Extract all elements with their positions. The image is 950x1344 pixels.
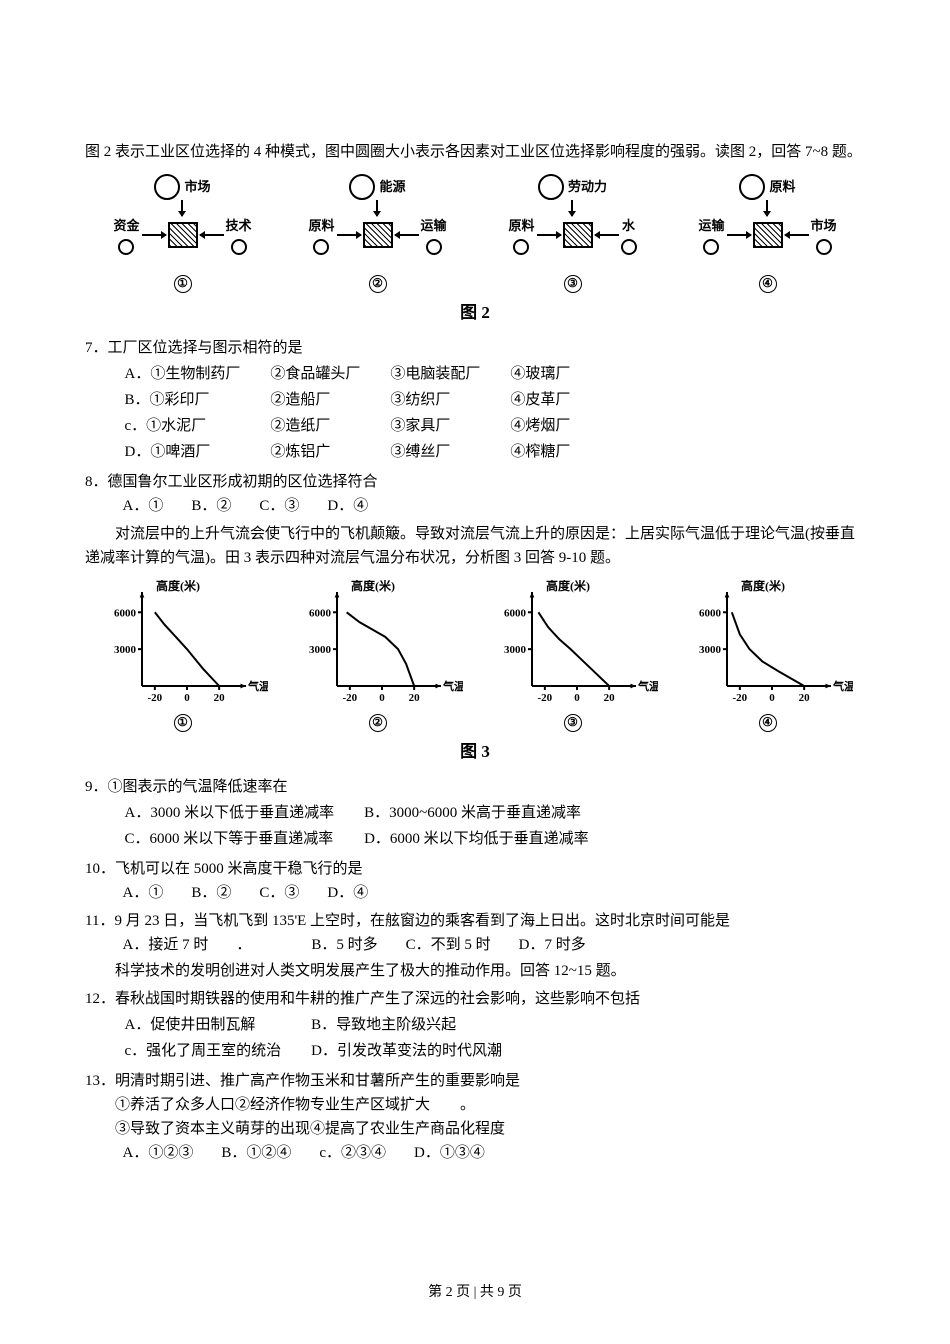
chart-3: 30006000-20020高度(米)气温(℃) ③ <box>488 580 658 732</box>
figure-2-caption: 图 2 <box>85 299 865 326</box>
svg-text:-20: -20 <box>342 692 357 704</box>
svg-text:0: 0 <box>574 692 580 704</box>
diagram-number: ④ <box>759 275 777 293</box>
svg-text:3000: 3000 <box>114 644 137 656</box>
question-stem: 8．德国鲁尔工业区形成初期的区位选择符合 <box>85 470 865 494</box>
svg-text:6000: 6000 <box>309 607 332 619</box>
svg-text:0: 0 <box>769 692 775 704</box>
svg-text:6000: 6000 <box>504 607 527 619</box>
question-stem: 9．①图表示的气温降低速率在 <box>85 775 865 799</box>
svg-text:气温(℃): 气温(℃) <box>832 679 853 693</box>
svg-text:气温(℃): 气温(℃) <box>637 679 658 693</box>
question-7: 7．工厂区位选择与图示相符的是 A．①生物制药厂②食品罐头厂③电脑装配厂④玻璃厂… <box>85 336 865 466</box>
svg-text:高度(米): 高度(米) <box>351 580 395 593</box>
intro-fig3: 对流层中的上升气流会使飞行中的飞机颠簸。导致对流层气流上升的原因是：上居实际气温… <box>85 522 865 570</box>
svg-text:20: 20 <box>798 692 810 704</box>
figure-3: 30006000-20020高度(米)气温(℃) ① 30006000-2002… <box>85 580 865 732</box>
svg-text:0: 0 <box>379 692 385 704</box>
question-9: 9．①图表示的气温降低速率在 A．3000 米以下低于垂直递减率B．3000~6… <box>85 775 865 853</box>
question-13: 13．明清时期引进、推广高产作物玉米和甘薯所产生的重要影响是 ①养活了众多人口②… <box>85 1069 865 1165</box>
svg-text:3000: 3000 <box>309 644 332 656</box>
svg-text:0: 0 <box>184 692 190 704</box>
question-stem: 12．春秋战国时期铁器的使用和牛耕的推广产生了深远的社会影响，这些影响不包括 <box>85 987 865 1011</box>
page-footer: 第 2 页 | 共 9 页 <box>0 1282 950 1304</box>
diagram-2: 能源 原料 运输 ② <box>298 174 458 293</box>
options-inline: A．接近 7 时．B．5 时多C．不到 5 时D．7 时多 <box>123 933 866 957</box>
question-10: 10．飞机可以在 5000 米高度干稳飞行的是 A．①B．②C．③D．④ <box>85 857 865 905</box>
question-stem: 11．9 月 23 日，当飞机飞到 135'E 上空时，在舷窗边的乘客看到了海上… <box>85 909 865 933</box>
svg-text:高度(米): 高度(米) <box>546 580 590 593</box>
svg-text:3000: 3000 <box>699 644 722 656</box>
stem-line: ①养活了众多人口②经济作物专业生产区域扩大 。 <box>115 1093 865 1117</box>
chart-1: 30006000-20020高度(米)气温(℃) ① <box>98 580 268 732</box>
svg-text:高度(米): 高度(米) <box>741 580 785 593</box>
intro-q12: 科学技术的发明创进对人类文明发展产生了极大的推动作用。回答 12~15 题。 <box>85 959 865 983</box>
chart-4: 30006000-20020高度(米)气温(℃) ④ <box>683 580 853 732</box>
diagram-number: ① <box>174 275 192 293</box>
question-8: 8．德国鲁尔工业区形成初期的区位选择符合 A．①B．②C．③D．④ <box>85 470 865 518</box>
question-stem: 13．明清时期引进、推广高产作物玉米和甘薯所产生的重要影响是 <box>85 1069 865 1093</box>
svg-text:6000: 6000 <box>699 607 722 619</box>
question-12: 12．春秋战国时期铁器的使用和牛耕的推广产生了深远的社会影响，这些影响不包括 A… <box>85 987 865 1065</box>
factory-box-icon <box>753 222 783 248</box>
svg-text:20: 20 <box>213 692 225 704</box>
intro-fig2: 图 2 表示工业区位选择的 4 种模式，图中圆圈大小表示各因素对工业区位选择影响… <box>85 140 865 164</box>
factory-box-icon <box>363 222 393 248</box>
svg-text:-20: -20 <box>537 692 552 704</box>
diagram-1: 市场 资金 技术 ① <box>103 174 263 293</box>
options-inline: A．①②③B．①②④c．②③④D．①③④ <box>123 1141 866 1165</box>
stem-line: ③导致了资本主义萌芽的出现④提高了农业生产商品化程度 <box>115 1117 865 1141</box>
svg-text:20: 20 <box>603 692 615 704</box>
diagram-number: ② <box>369 275 387 293</box>
svg-text:-20: -20 <box>732 692 747 704</box>
diagram-3: 劳动力 原料 水 ③ <box>493 174 653 293</box>
options-inline: A．①B．②C．③D．④ <box>123 494 866 518</box>
svg-text:气温(℃): 气温(℃) <box>247 679 268 693</box>
svg-text:高度(米): 高度(米) <box>156 580 200 593</box>
svg-text:20: 20 <box>408 692 420 704</box>
svg-text:-20: -20 <box>147 692 162 704</box>
options-inline: A．①B．②C．③D．④ <box>123 881 866 905</box>
options-table: A．①生物制药厂②食品罐头厂③电脑装配厂④玻璃厂 B．①彩印厂②造船厂③纺织厂④… <box>123 360 601 466</box>
diagram-4: 原料 运输 市场 ④ <box>688 174 848 293</box>
factory-box-icon <box>563 222 593 248</box>
options-table: A．促使井田制瓦解B．导致地主阶级兴起 c．强化了周王室的统治D．引发改革变法的… <box>123 1011 533 1065</box>
svg-text:气温(℃): 气温(℃) <box>442 679 463 693</box>
question-11: 11．9 月 23 日，当飞机飞到 135'E 上空时，在舷窗边的乘客看到了海上… <box>85 909 865 957</box>
options-table: A．3000 米以下低于垂直递减率B．3000~6000 米高于垂直递减率 C．… <box>123 799 619 853</box>
question-stem: 10．飞机可以在 5000 米高度干稳飞行的是 <box>85 857 865 881</box>
question-stem: 7．工厂区位选择与图示相符的是 <box>85 336 865 360</box>
figure-3-caption: 图 3 <box>85 738 865 765</box>
svg-text:3000: 3000 <box>504 644 527 656</box>
svg-text:6000: 6000 <box>114 607 137 619</box>
factory-box-icon <box>168 222 198 248</box>
figure-2: 市场 资金 技术 ① 能源 原料 运输 ② 劳动力 <box>85 174 865 293</box>
diagram-number: ③ <box>564 275 582 293</box>
chart-2: 30006000-20020高度(米)气温(℃) ② <box>293 580 463 732</box>
